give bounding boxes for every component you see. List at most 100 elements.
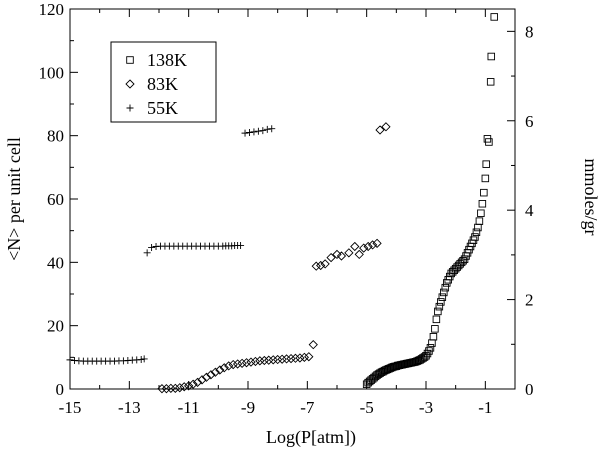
y2-axis-label: mmoles/gr xyxy=(581,159,599,236)
data-point-83K xyxy=(175,383,185,393)
legend-label-83K: 83K xyxy=(147,74,178,94)
data-point-83K xyxy=(336,251,347,261)
data-point-138K xyxy=(474,223,482,232)
data-point-83K xyxy=(246,357,256,367)
x-axis-label: Log(P[atm]) xyxy=(266,427,356,448)
data-point-138K xyxy=(472,228,481,236)
data-point-138K xyxy=(431,325,439,333)
x-tick-label: -3 xyxy=(419,398,433,417)
data-point-83K xyxy=(166,383,176,394)
data-point-138K xyxy=(485,138,493,146)
data-point-138K xyxy=(477,209,485,217)
data-point-83K xyxy=(228,359,238,370)
x-tick-label: -15 xyxy=(59,398,82,417)
data-point-83K xyxy=(237,358,247,368)
data-point-138K xyxy=(475,217,484,225)
data-point-83K xyxy=(157,384,167,394)
data-point-83K xyxy=(259,355,269,366)
data-point-83K xyxy=(359,243,369,253)
data-point-83K xyxy=(170,383,180,394)
y2-tick-label: 4 xyxy=(525,201,534,220)
y-tick-label: 40 xyxy=(47,253,64,272)
legend-label-55K: 55K xyxy=(147,98,178,118)
data-point-83K xyxy=(273,354,283,365)
data-point-138K xyxy=(435,302,444,311)
y-tick-label: 80 xyxy=(47,127,64,146)
legend-items: 138K 83K 55K xyxy=(125,50,187,118)
data-point-55K xyxy=(245,129,253,136)
y-tick-label: 100 xyxy=(39,63,65,82)
data-point-83K xyxy=(277,354,287,364)
data-point-83K xyxy=(372,238,382,248)
data-point-83K xyxy=(316,260,326,271)
data-point-83K xyxy=(308,340,318,350)
data-point-55K xyxy=(148,243,156,251)
data-point-138K xyxy=(432,315,441,324)
data-point-138K xyxy=(441,283,450,292)
data-point-83K xyxy=(219,363,229,373)
data-point-83K xyxy=(241,358,252,368)
data-point-138K xyxy=(482,160,490,168)
data-point-55K xyxy=(66,356,74,364)
x-tick-label: -9 xyxy=(241,398,255,417)
data-point-83K xyxy=(363,241,373,252)
data-point-83K xyxy=(179,382,189,392)
data-point-83K xyxy=(299,352,310,362)
data-markers xyxy=(66,13,498,394)
data-point-83K xyxy=(201,372,212,382)
data-point-55K xyxy=(263,125,271,133)
legend-marker-55K xyxy=(126,104,134,112)
data-point-83K xyxy=(281,354,292,364)
data-point-83K xyxy=(344,248,354,258)
data-point-138K xyxy=(471,233,479,241)
data-point-83K xyxy=(375,125,385,135)
y2-tick-label: 8 xyxy=(525,22,534,41)
data-point-83K xyxy=(215,365,225,375)
data-point-83K xyxy=(161,384,172,394)
data-point-83K xyxy=(232,359,243,369)
x-tick-label: -1 xyxy=(478,398,492,417)
data-point-138K xyxy=(480,188,488,197)
data-point-55K xyxy=(137,356,145,364)
series-138K xyxy=(362,13,498,389)
data-point-138K xyxy=(426,344,435,352)
data-point-138K xyxy=(440,288,448,297)
data-point-138K xyxy=(490,13,498,21)
data-point-83K xyxy=(264,355,274,365)
x-tick-label: -5 xyxy=(360,398,374,417)
y2-tick-label: 6 xyxy=(525,112,534,131)
data-point-83K xyxy=(290,353,301,363)
data-point-83K xyxy=(326,252,336,263)
data-point-55K xyxy=(241,129,249,137)
data-point-83K xyxy=(320,259,330,269)
data-point-138K xyxy=(428,339,436,347)
series-55K xyxy=(66,125,276,365)
x-tick-label: -7 xyxy=(300,398,315,417)
data-point-83K xyxy=(192,377,203,387)
data-point-55K xyxy=(140,355,148,363)
data-point-138K xyxy=(487,52,496,61)
legend-marker-83K xyxy=(125,79,135,89)
data-point-83K xyxy=(332,249,342,260)
y-tick-label: 60 xyxy=(47,190,64,209)
y-tick-label: 120 xyxy=(39,0,65,19)
data-point-55K xyxy=(259,127,267,135)
y-tick-label: 20 xyxy=(47,317,64,336)
data-point-83K xyxy=(206,370,216,380)
data-point-83K xyxy=(188,379,198,389)
y2-tick-label: 0 xyxy=(525,380,534,399)
data-point-83K xyxy=(250,356,261,367)
data-point-138K xyxy=(478,199,487,208)
data-point-55K xyxy=(268,125,276,133)
legend: 138K 83K 55K xyxy=(110,41,217,123)
data-point-83K xyxy=(350,241,360,252)
x-tick-label: -11 xyxy=(178,398,200,417)
data-point-83K xyxy=(255,356,265,366)
data-point-83K xyxy=(286,353,296,364)
x-tick-label: -13 xyxy=(118,398,141,417)
data-point-83K xyxy=(381,122,391,132)
data-point-83K xyxy=(295,353,305,363)
data-point-55K xyxy=(237,242,245,250)
data-point-83K xyxy=(367,240,378,250)
